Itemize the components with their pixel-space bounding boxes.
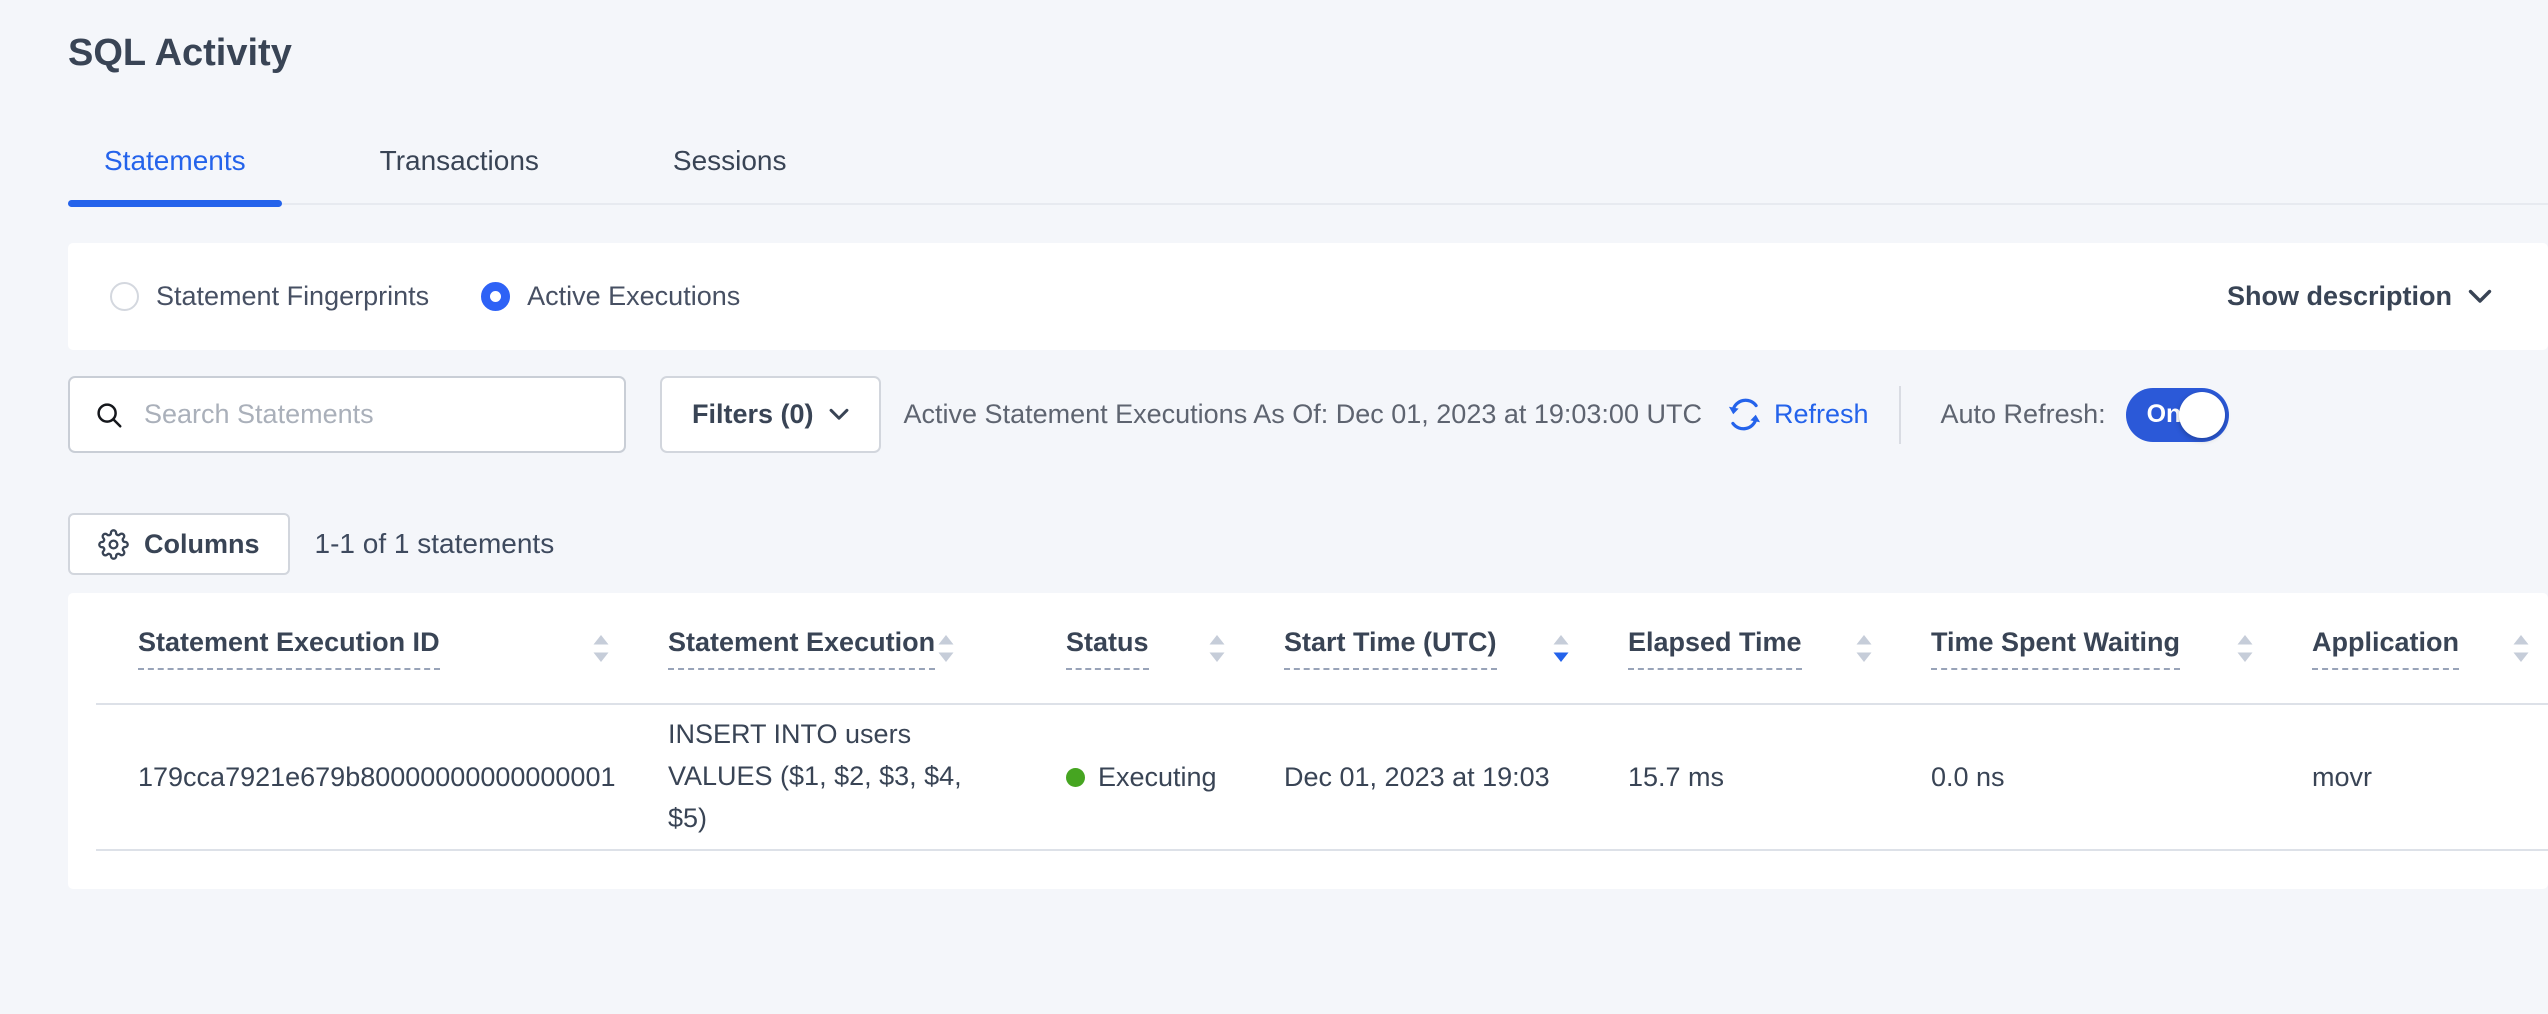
vertical-divider — [1898, 385, 1901, 444]
sort-arrows-icon[interactable] — [2510, 633, 2532, 664]
column-header-status[interactable]: Status — [1066, 627, 1284, 670]
column-header-elapsed-time[interactable]: Elapsed Time — [1628, 627, 1931, 670]
results-count: 1-1 of 1 statements — [314, 528, 555, 559]
column-header-statement-execution[interactable]: Statement Execution — [668, 627, 1066, 670]
table-header-row: Statement Execution ID Statement Executi… — [96, 593, 2548, 705]
radio-active-executions[interactable]: Active Executions — [481, 281, 740, 312]
controls-row: Filters (0) Active Statement Executions … — [68, 376, 2548, 453]
cell-time-spent-waiting: 0.0 ns — [1931, 761, 2005, 792]
tab-transactions[interactable]: Transactions — [344, 145, 575, 203]
page-title: SQL Activity — [68, 32, 292, 74]
sort-arrows-icon[interactable] — [935, 633, 957, 664]
toggle-state-label: On — [2146, 400, 2182, 428]
cell-application: movr — [2312, 761, 2372, 792]
search-statements-input[interactable] — [142, 398, 604, 431]
status-dot — [1066, 767, 1085, 787]
tab-sessions[interactable]: Sessions — [637, 145, 823, 203]
tab-transactions-label: Transactions — [379, 145, 539, 176]
status-label: Executing — [1098, 761, 1217, 792]
radio-selected-icon — [481, 282, 511, 311]
sort-arrows-icon[interactable] — [1853, 633, 1875, 664]
column-header-application[interactable]: Application — [2312, 627, 2548, 670]
view-mode-card: Statement Fingerprints Active Executions… — [68, 243, 2548, 350]
refresh-button[interactable]: Refresh — [1726, 396, 1869, 433]
table-toolbar: Columns 1-1 of 1 statements — [68, 513, 2548, 575]
cell-statement-execution-id: 179cca7921e679b80000000000000001 — [138, 761, 616, 792]
auto-refresh-label: Auto Refresh: — [1940, 399, 2106, 429]
tab-sessions-label: Sessions — [672, 145, 787, 176]
cell-statement-execution: INSERT INTO users VALUES ($1, $2, $3, $4… — [668, 719, 962, 833]
radio-unselected-icon — [110, 282, 139, 311]
show-description-label: Show description — [2226, 281, 2452, 311]
statements-table-card: Statement Execution ID Statement Executi… — [68, 593, 2548, 889]
columns-button-label: Columns — [144, 528, 260, 559]
filters-button-label: Filters (0) — [692, 399, 814, 429]
radio-statement-fingerprints-label: Statement Fingerprints — [156, 281, 430, 311]
columns-button[interactable]: Columns — [68, 513, 290, 575]
auto-refresh-toggle[interactable]: On — [2125, 387, 2229, 442]
refresh-label: Refresh — [1773, 399, 1869, 429]
cell-status: Executing — [1066, 762, 1284, 793]
radio-statement-fingerprints[interactable]: Statement Fingerprints — [110, 281, 429, 312]
sort-arrows-icon[interactable] — [1550, 633, 1572, 664]
radio-active-executions-label: Active Executions — [527, 281, 741, 311]
refresh-icon — [1726, 396, 1763, 433]
tab-bar: Statements Transactions Sessions — [68, 145, 2548, 207]
chevron-down-icon — [2468, 289, 2492, 304]
sort-arrows-icon[interactable] — [590, 633, 612, 664]
sort-arrows-icon[interactable] — [2234, 633, 2256, 664]
column-header-start-time[interactable]: Start Time (UTC) — [1284, 627, 1628, 670]
filters-button[interactable]: Filters (0) — [660, 376, 881, 453]
chevron-down-icon — [829, 408, 849, 421]
as-of-text: Active Statement Executions As Of: Dec 0… — [903, 399, 1702, 429]
gear-icon — [98, 528, 129, 560]
tab-statements-label: Statements — [104, 145, 246, 176]
sql-activity-page: SQL Activity Statements Transactions Ses… — [0, 32, 2548, 889]
toggle-knob — [2178, 391, 2225, 438]
sort-arrows-icon[interactable] — [1206, 633, 1228, 664]
show-description-toggle[interactable]: Show description — [2227, 281, 2492, 312]
cell-start-time: Dec 01, 2023 at 19:03 — [1284, 761, 1550, 792]
cell-elapsed-time: 15.7 ms — [1628, 761, 1725, 792]
column-header-statement-execution-id[interactable]: Statement Execution ID — [96, 627, 668, 670]
column-header-time-spent-waiting[interactable]: Time Spent Waiting — [1931, 627, 2312, 670]
tab-statements[interactable]: Statements — [68, 145, 282, 207]
search-icon — [94, 400, 124, 430]
search-box[interactable] — [68, 376, 626, 453]
table-row[interactable]: 179cca7921e679b80000000000000001 INSERT … — [96, 705, 2548, 851]
